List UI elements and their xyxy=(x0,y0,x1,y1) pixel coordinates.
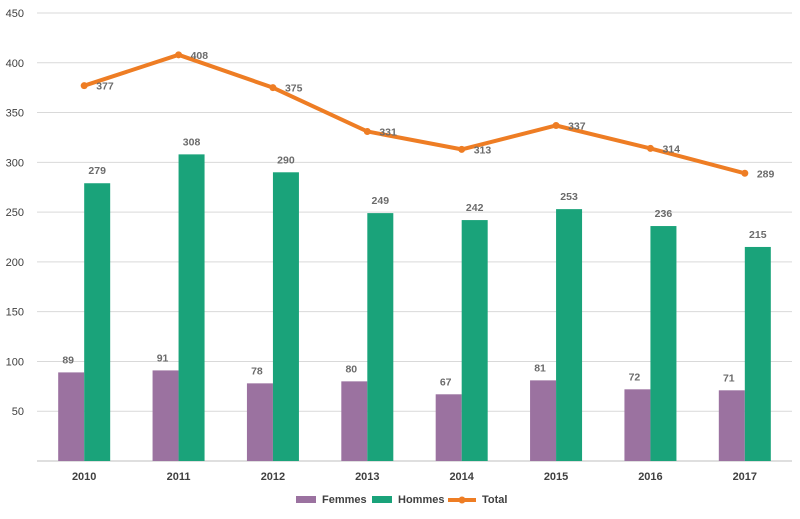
bar-femmes xyxy=(624,389,651,461)
bar-femmes xyxy=(530,380,557,461)
total-point xyxy=(646,144,654,152)
y-tick-label: 450 xyxy=(6,8,24,20)
bar-femmes xyxy=(718,390,745,461)
data-label-hommes: 242 xyxy=(466,202,484,214)
total-line-path xyxy=(83,52,746,176)
bar-femmes xyxy=(58,372,85,461)
data-label-total: 314 xyxy=(662,143,680,155)
total-point xyxy=(458,145,466,153)
bar-hommes xyxy=(461,220,488,461)
bar-femmes xyxy=(246,383,273,461)
x-tick-label: 2011 xyxy=(167,471,191,483)
legend-swatch-hommes xyxy=(372,496,392,503)
data-labels: 89 279 91 308 78 290 80 249 67 242 81 253 72 236 71 215… xyxy=(62,50,774,388)
y-tick-label: 350 xyxy=(6,108,24,120)
data-label-hommes: 249 xyxy=(372,195,390,207)
total-point xyxy=(80,82,88,90)
data-label-femmes: 72 xyxy=(629,371,641,383)
bar-hommes xyxy=(556,209,583,461)
bar-hommes xyxy=(178,154,205,461)
y-tick-label: 250 xyxy=(6,207,24,219)
bar-hommes xyxy=(744,246,771,461)
legend: Femmes Hommes Total xyxy=(296,494,507,506)
total-point xyxy=(363,127,371,135)
data-label-total: 408 xyxy=(191,50,209,62)
bar-hommes xyxy=(650,226,677,461)
x-tick-label: 2016 xyxy=(638,471,662,483)
total-point xyxy=(269,84,277,92)
x-tick-label: 2012 xyxy=(261,471,285,483)
x-tick-label: 2015 xyxy=(544,471,568,483)
data-label-total: 375 xyxy=(285,83,303,95)
legend-label-hommes: Hommes xyxy=(398,494,444,506)
total-point xyxy=(175,51,183,59)
data-label-total: 313 xyxy=(474,144,492,156)
data-label-femmes: 67 xyxy=(440,376,452,388)
bar-hommes xyxy=(84,183,111,462)
bar-hommes xyxy=(367,213,394,461)
total-line xyxy=(80,51,749,177)
x-tick-label: 2013 xyxy=(355,471,379,483)
data-label-hommes: 290 xyxy=(277,154,295,166)
data-label-total: 331 xyxy=(379,126,397,138)
y-tick-label: 100 xyxy=(6,356,24,368)
data-label-femmes: 81 xyxy=(534,362,546,374)
y-tick-label: 200 xyxy=(6,257,24,269)
data-label-hommes: 253 xyxy=(560,191,578,203)
data-label-hommes: 279 xyxy=(88,165,106,177)
x-axis: 2010 2011 2012 2013 2014 2015 2016 2017 xyxy=(72,471,757,483)
data-label-femmes: 89 xyxy=(62,354,74,366)
y-tick-label: 150 xyxy=(6,307,24,319)
data-label-femmes: 80 xyxy=(345,363,357,375)
x-tick-label: 2017 xyxy=(733,471,757,483)
data-label-hommes: 308 xyxy=(183,136,201,148)
y-tick-label: 50 xyxy=(12,406,24,418)
data-label-total: 377 xyxy=(96,81,114,93)
data-label-hommes: 236 xyxy=(655,208,673,220)
data-label-hommes: 215 xyxy=(749,229,767,241)
total-point xyxy=(741,169,749,177)
data-label-femmes: 91 xyxy=(157,352,169,364)
bar-hommes xyxy=(272,172,299,462)
legend-label-total: Total xyxy=(482,494,507,506)
bar-femmes xyxy=(435,394,462,461)
x-tick-label: 2010 xyxy=(72,471,96,483)
x-tick-label: 2014 xyxy=(449,471,474,483)
bar-femmes xyxy=(152,370,179,461)
y-tick-label: 400 xyxy=(6,58,24,70)
legend-marker-total xyxy=(458,496,466,504)
legend-label-femmes: Femmes xyxy=(322,494,367,506)
data-label-femmes: 78 xyxy=(251,365,263,377)
gridlines xyxy=(37,12,792,462)
data-label-total: 337 xyxy=(568,120,586,132)
data-label-total: 289 xyxy=(757,168,775,180)
y-tick-label: 300 xyxy=(6,157,24,169)
legend-swatch-femmes xyxy=(296,496,316,503)
y-axis: 50 100 150 200 250 300 350 400 450 xyxy=(6,8,24,418)
bars xyxy=(58,154,771,462)
data-label-femmes: 71 xyxy=(723,372,735,384)
total-point xyxy=(552,121,560,129)
bar-femmes xyxy=(341,381,368,461)
